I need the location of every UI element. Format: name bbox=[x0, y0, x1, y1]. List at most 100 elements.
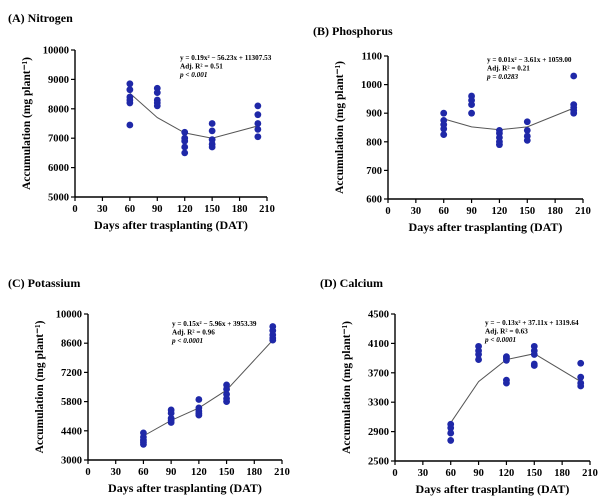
y-tick-label: 600 bbox=[366, 195, 382, 206]
chart-panel-0: (A) Nitrogen 5000 6000 7000 8000 9000 10000 0 30… bbox=[8, 11, 275, 232]
y-tick-label: 8000 bbox=[48, 104, 69, 115]
y-tick-label: 10000 bbox=[56, 310, 82, 321]
equation-annotation: y = 0.01x² − 3.61x + 1059.00 bbox=[487, 56, 572, 64]
data-point bbox=[153, 102, 161, 110]
x-tick-label: 210 bbox=[582, 468, 598, 479]
y-tick-label: 900 bbox=[366, 109, 382, 120]
x-tick-label: 0 bbox=[392, 468, 397, 479]
x-tick-label: 180 bbox=[547, 206, 563, 217]
x-tick-label: 60 bbox=[125, 204, 136, 215]
x-tick-label: 90 bbox=[466, 206, 477, 217]
y-tick-label: 4500 bbox=[368, 310, 389, 321]
data-point bbox=[447, 437, 455, 444]
y-tick-label: 5800 bbox=[61, 397, 82, 408]
y-tick-label: 800 bbox=[366, 137, 382, 148]
panel-title: (B) Phosphorus bbox=[313, 24, 393, 38]
data-point bbox=[126, 99, 134, 107]
equation-annotation: p < 0.0001 bbox=[171, 337, 203, 345]
y-tick-label: 2900 bbox=[368, 427, 389, 438]
x-tick-label: 0 bbox=[85, 467, 90, 478]
y-tick-label: 1000 bbox=[361, 80, 382, 91]
data-point bbox=[468, 109, 475, 117]
data-point bbox=[181, 128, 189, 136]
x-tick-label: 90 bbox=[166, 467, 177, 478]
y-tick-label: 1100 bbox=[362, 52, 382, 63]
x-axis-label: Days after trasplanting (DAT) bbox=[94, 218, 248, 232]
y-tick-label: 7200 bbox=[61, 368, 82, 379]
x-tick-label: 120 bbox=[492, 206, 508, 217]
data-point bbox=[475, 356, 482, 363]
data-point bbox=[167, 409, 175, 417]
x-tick-label: 180 bbox=[554, 468, 570, 479]
x-tick-label: 150 bbox=[519, 206, 535, 217]
chart-panel-3: (D) Calcium 2500 2900 3300 3700 4100 4500 0 30 60… bbox=[320, 276, 598, 496]
x-axis-label: Days after trasplanting (DAT) bbox=[108, 481, 262, 495]
x-tick-label: 60 bbox=[445, 468, 456, 479]
fit-curve bbox=[443, 107, 574, 131]
data-point bbox=[195, 396, 203, 403]
data-point bbox=[254, 102, 262, 110]
x-tick-label: 120 bbox=[191, 467, 207, 478]
data-point bbox=[208, 143, 216, 151]
y-tick-label: 6000 bbox=[48, 163, 69, 174]
equation-annotation: y = 0.19x² − 56.23x + 11307.53 bbox=[180, 54, 272, 62]
fit-curve bbox=[129, 92, 259, 139]
data-point bbox=[440, 109, 448, 117]
data-point bbox=[254, 111, 262, 119]
x-tick-label: 0 bbox=[72, 204, 77, 215]
data-point bbox=[440, 125, 448, 133]
x-tick-label: 120 bbox=[499, 468, 515, 479]
data-point bbox=[447, 429, 455, 437]
x-tick-label: 120 bbox=[177, 204, 193, 215]
data-point bbox=[126, 121, 134, 129]
y-tick-label: 700 bbox=[366, 166, 382, 177]
y-tick-label: 7000 bbox=[48, 134, 69, 145]
x-tick-label: 210 bbox=[274, 467, 290, 478]
data-point bbox=[530, 351, 538, 358]
equation-annotation: p < 0.001 bbox=[179, 71, 207, 79]
x-tick-label: 180 bbox=[246, 467, 262, 478]
data-point bbox=[440, 131, 448, 139]
data-point bbox=[468, 101, 475, 109]
data-point bbox=[530, 362, 538, 369]
fit-curve bbox=[143, 339, 274, 437]
chart-panel-2: (C) Potassium 3000 4400 5800 7200 8600 10000 0 3… bbox=[8, 276, 290, 495]
data-point bbox=[181, 137, 189, 145]
y-tick-label: 4400 bbox=[61, 426, 82, 437]
data-point bbox=[523, 136, 531, 144]
x-tick-label: 180 bbox=[232, 204, 248, 215]
x-tick-label: 90 bbox=[152, 204, 163, 215]
y-axis-label: Accumulation (mg plant⁻¹) bbox=[34, 320, 46, 453]
x-tick-label: 30 bbox=[411, 206, 422, 217]
data-point bbox=[223, 385, 230, 393]
data-point bbox=[223, 398, 230, 405]
x-axis-label: Days after trasplanting (DAT) bbox=[409, 220, 563, 234]
panel-title: (C) Potassium bbox=[8, 276, 80, 290]
panel-title: (A) Nitrogen bbox=[8, 11, 73, 25]
data-point bbox=[126, 80, 134, 88]
data-point bbox=[195, 411, 203, 419]
x-tick-label: 60 bbox=[138, 467, 149, 478]
data-point bbox=[577, 382, 585, 390]
data-point bbox=[181, 149, 189, 157]
equation-annotation: y = − 0.13x² + 37.11x + 1319.64 bbox=[485, 319, 579, 327]
equation-annotation: p < 0.0001 bbox=[484, 336, 516, 344]
data-point bbox=[577, 373, 585, 381]
data-point bbox=[523, 118, 531, 126]
data-point bbox=[140, 440, 147, 448]
data-point bbox=[153, 89, 161, 97]
x-tick-label: 150 bbox=[219, 467, 235, 478]
x-tick-label: 60 bbox=[438, 206, 449, 217]
y-axis-label: Accumulation (mg plant⁻¹) bbox=[341, 321, 353, 454]
y-tick-label: 3300 bbox=[368, 398, 389, 409]
data-point bbox=[269, 336, 277, 344]
chart-panel-1: (B) Phosphorus 600 700 800 900 1000 1100 0 30 60 9… bbox=[313, 24, 591, 234]
fit-curve bbox=[450, 353, 581, 424]
x-tick-label: 210 bbox=[575, 206, 591, 217]
y-tick-label: 5000 bbox=[48, 193, 69, 204]
x-axis-label: Days after trasplanting (DAT) bbox=[416, 482, 570, 496]
y-axis-label: Accumulation (mg plant⁻¹) bbox=[334, 61, 346, 194]
y-tick-label: 3000 bbox=[61, 456, 82, 467]
data-point bbox=[447, 424, 455, 432]
panel-title: (D) Calcium bbox=[320, 276, 383, 290]
